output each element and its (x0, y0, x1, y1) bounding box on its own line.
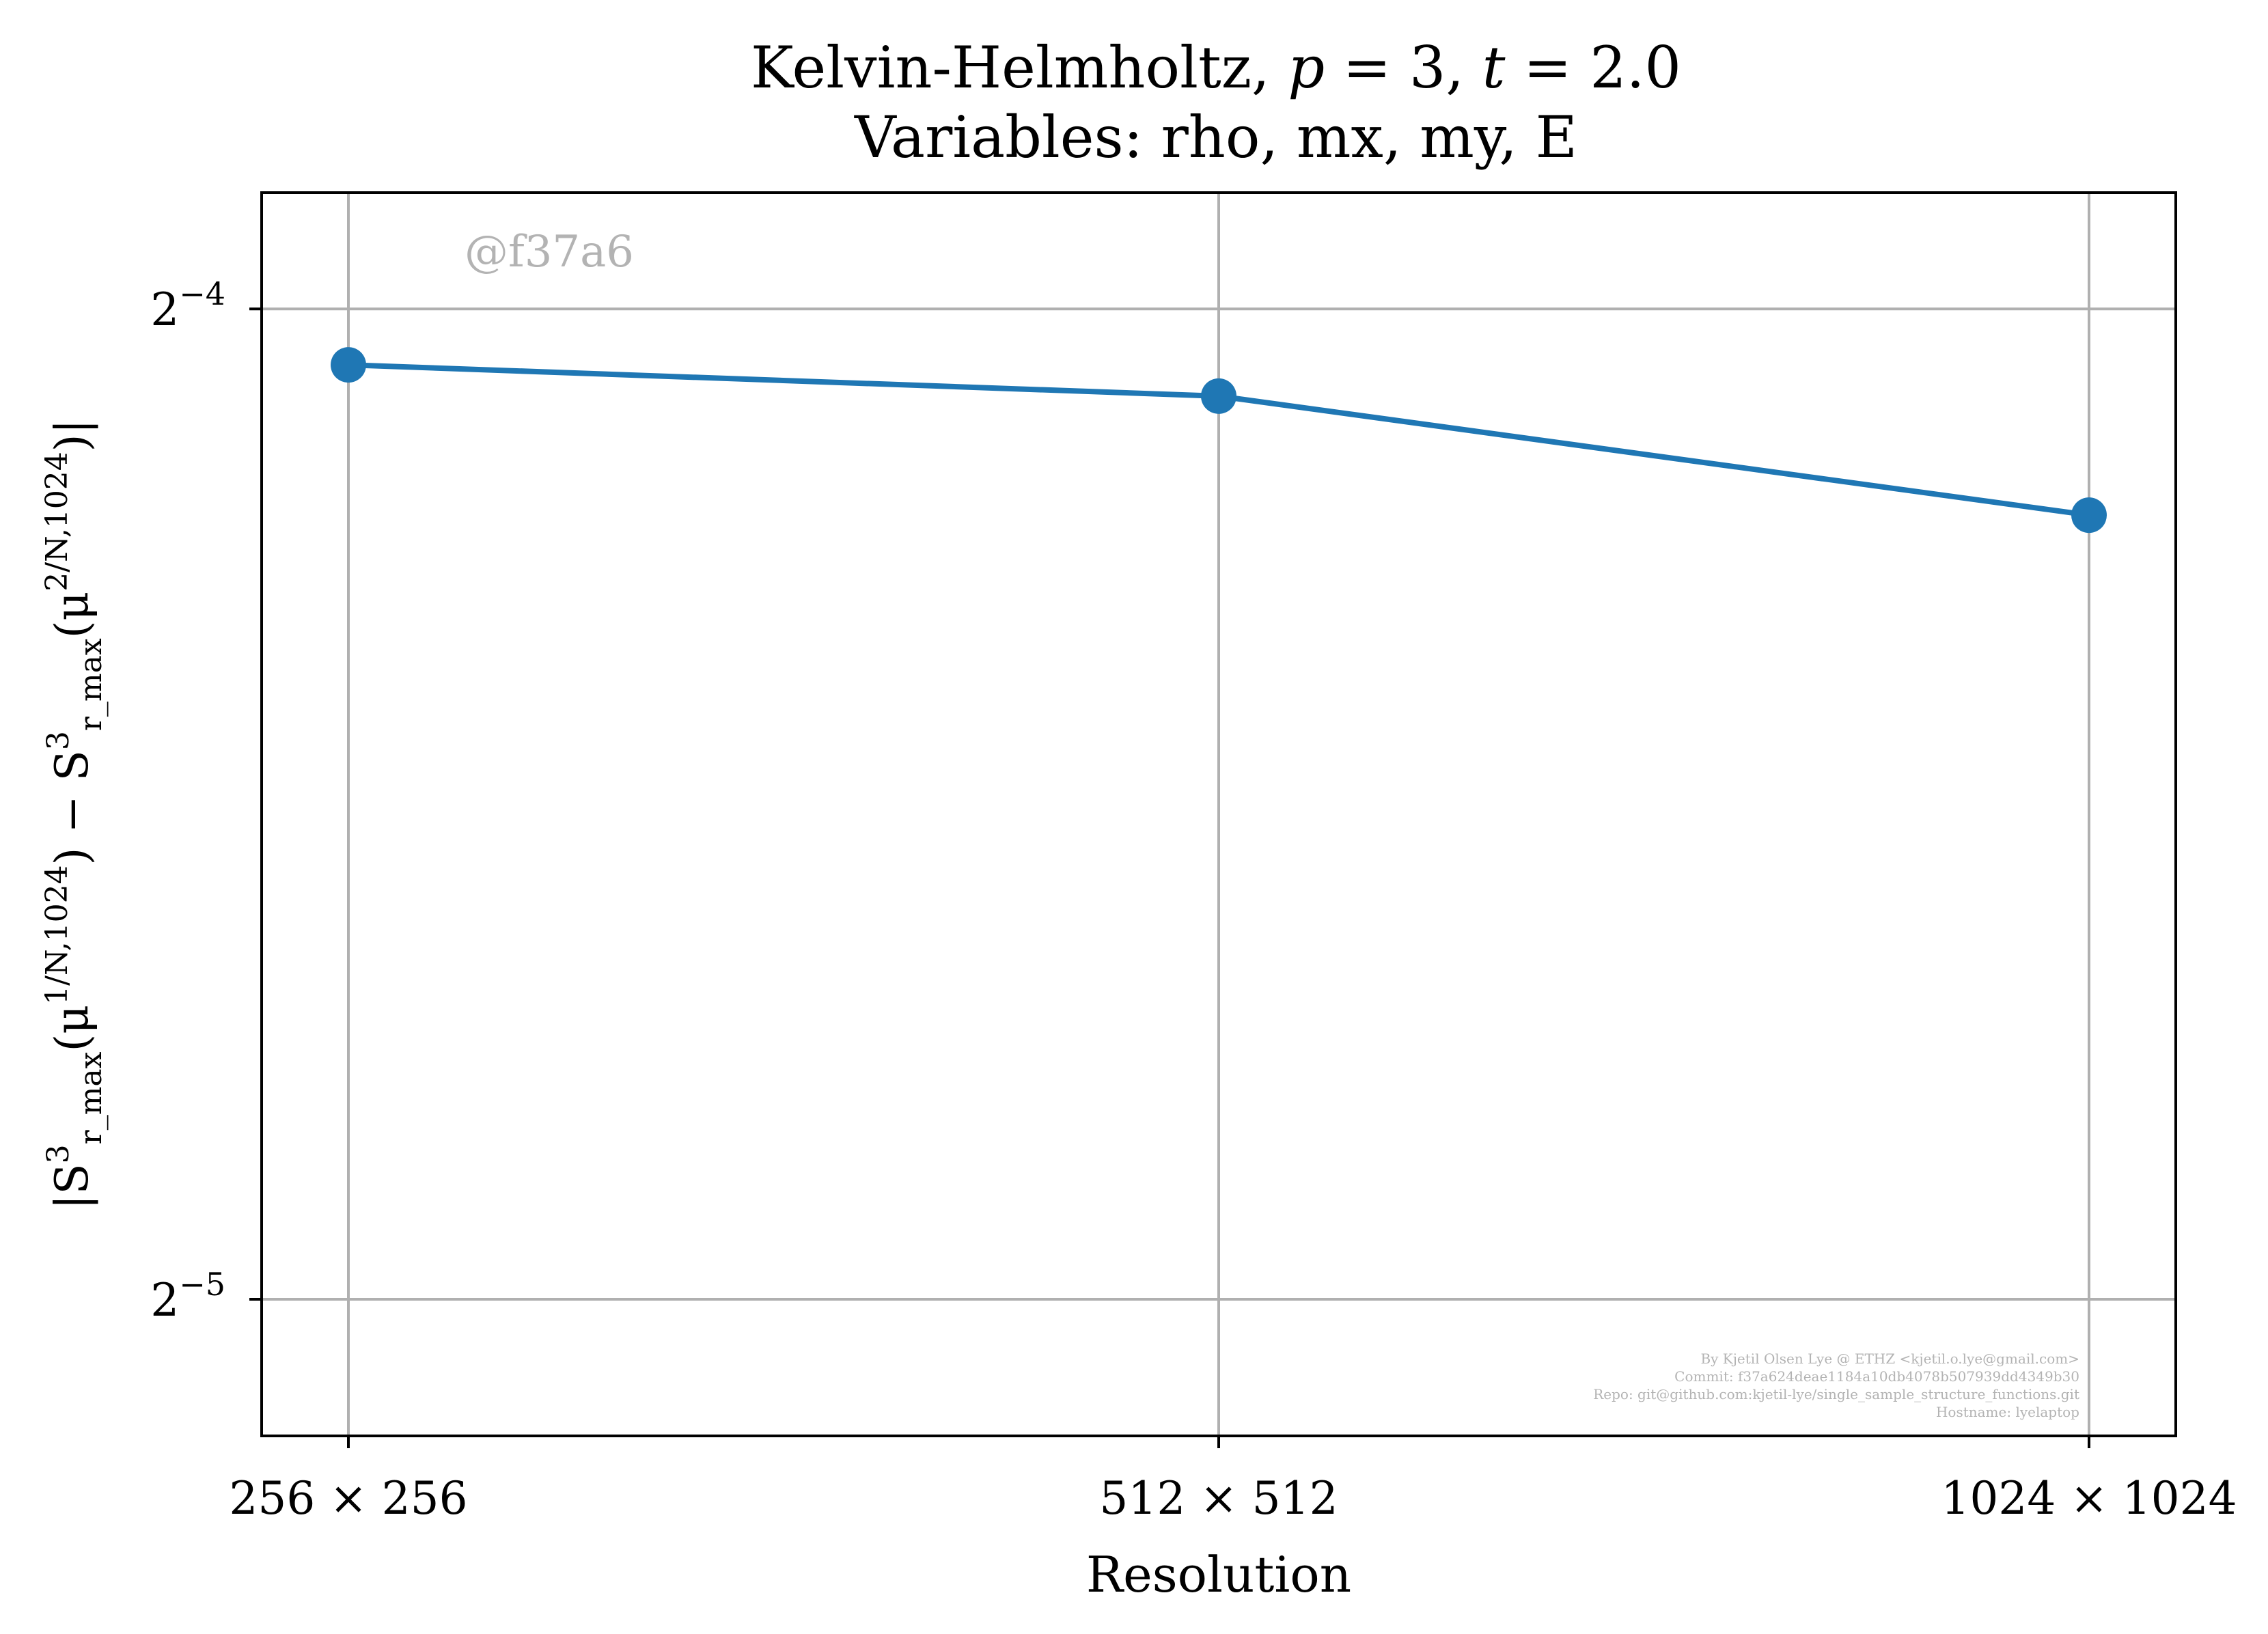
watermark: @f37a6 (465, 227, 634, 277)
credit-line-author: By Kjetil Olsen Lye @ ETHZ <kjetil.o.lye… (1700, 1351, 2079, 1367)
chart-title-line-1: Kelvin-Helmholtz, p = 3, t = 2.0 (751, 34, 1681, 101)
credit-line-repo: Repo: git@github.com:kjetil-lye/single_s… (1593, 1386, 2079, 1402)
x-tick-label: 1024 × 1024 (1941, 1472, 2237, 1525)
credit-line-commit: Commit: f37a624deae1184a10db4078b507939d… (1674, 1368, 2079, 1385)
credit-line-hostname: Hostname: lyelaptop (1936, 1404, 2079, 1420)
data-point (1201, 378, 1236, 414)
plot-frame (260, 191, 2177, 1437)
data-point (2071, 497, 2107, 534)
y-tick-label: 2−4 (150, 275, 225, 336)
x-tick-label: 256 × 256 (229, 1472, 467, 1525)
x-axis-label: Resolution (1086, 1546, 1351, 1603)
chart-title-line-2: Variables: rho, mx, my, E (854, 104, 1577, 171)
axis-ticks: 256 × 256 512 × 512 1024 × 1024 2−5 2−4 (150, 275, 2237, 1525)
x-tick-label: 512 × 512 (1099, 1472, 1338, 1525)
data-point (331, 347, 366, 383)
data-series (331, 347, 2107, 534)
credit-block: By Kjetil Olsen Lye @ ETHZ <kjetil.o.lye… (1593, 1351, 2079, 1420)
y-tick-label: 2−5 (150, 1266, 225, 1327)
y-axis-label: |S3r_max(μ1/N,1024) − S3r_max(μ2/N,1024)… (40, 419, 109, 1210)
